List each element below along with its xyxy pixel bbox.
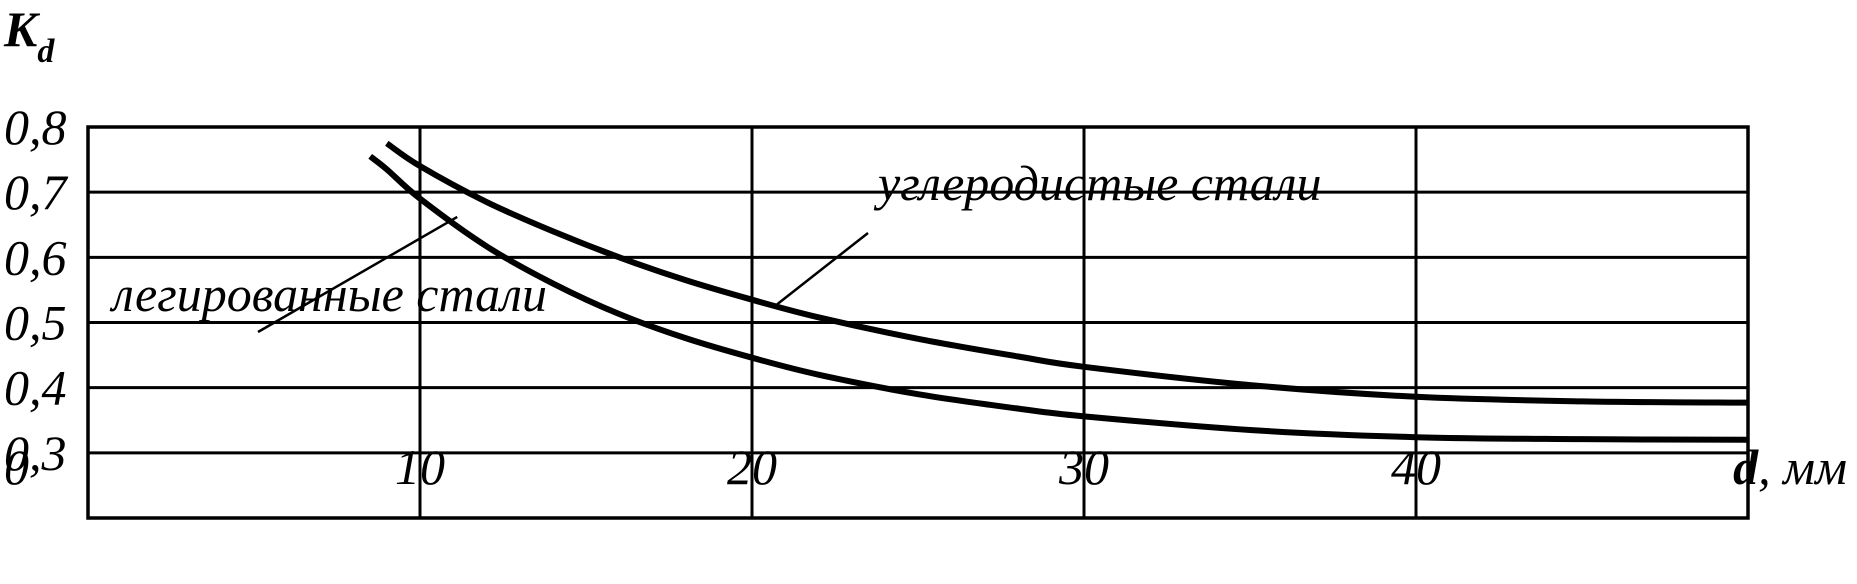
- x-tick-label: 20: [727, 439, 777, 495]
- y-tick-label: 0,5: [4, 295, 67, 351]
- series-label-alloy-steel: легированные стали: [109, 266, 547, 322]
- leader-line-carbon-steel: [776, 232, 869, 306]
- tick-labels: 0,8 0,7 0,6 0,5 0,4 0,3 10 20 30 40: [4, 99, 1441, 495]
- series-line-carbon-steel: [385, 140, 1749, 406]
- x-axis-label-main: d: [1733, 439, 1759, 495]
- leaders: [257, 215, 869, 334]
- y-tick-label: 0,4: [4, 360, 67, 416]
- y-tick-label: 0,6: [4, 229, 67, 285]
- series-line-alloy-steel: [368, 153, 1749, 443]
- series-label-carbon-steel: углеродистые стали: [873, 155, 1321, 211]
- y-axis-label-subscript: d: [37, 33, 55, 70]
- y-axis-label-main: K: [3, 1, 41, 57]
- y-tick-label: 0,7: [4, 164, 69, 220]
- x-axis-label-unit: , мм: [1758, 439, 1847, 495]
- x-tick-label: 40: [1391, 439, 1441, 495]
- origin-label: 0: [4, 439, 29, 495]
- y-axis-label: Kd: [3, 1, 55, 70]
- leader-line-alloy-steel: [257, 215, 458, 334]
- x-tick-label: 30: [1058, 439, 1109, 495]
- y-tick-label: 0,3: [4, 425, 67, 481]
- x-tick-label: 10: [395, 439, 445, 495]
- x-axis-label: d, мм: [1733, 439, 1847, 495]
- y-tick-label: 0,8: [4, 99, 67, 155]
- curves: [368, 140, 1749, 443]
- plot-frame: [86, 125, 1750, 520]
